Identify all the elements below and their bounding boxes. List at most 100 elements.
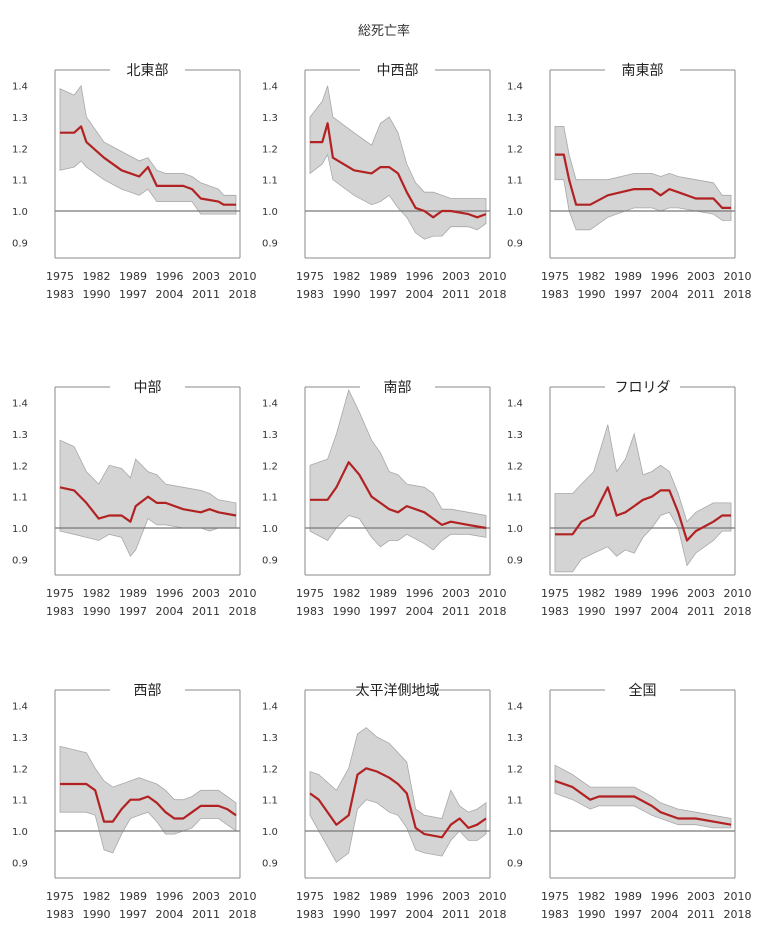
x-tick-label: 2011 bbox=[192, 908, 220, 921]
x-tick-label: 1975 bbox=[541, 587, 569, 600]
x-tick-label: 1983 bbox=[46, 288, 74, 301]
y-tick-label: 1.4 bbox=[262, 399, 278, 410]
x-tick-label: 1975 bbox=[541, 890, 569, 903]
panel-title: 西部 bbox=[134, 683, 162, 699]
y-tick-label: 1.3 bbox=[12, 733, 28, 744]
x-tick-label: 2011 bbox=[192, 288, 220, 301]
series-line bbox=[310, 461, 487, 530]
series-line bbox=[555, 486, 731, 542]
y-tick-label: 1.4 bbox=[12, 702, 28, 713]
panel-5: 南部 1.4 1.3 1.2 1.1 1.0 0.9 1975 1982 1989 1996 2003… bbox=[250, 365, 507, 635]
x-tick-label: 2018 bbox=[724, 908, 752, 921]
x-tick-label: 1989 bbox=[614, 587, 642, 600]
y-tick-label: 0.9 bbox=[507, 858, 523, 869]
panel-svg: 南東部 1.4 1.3 1.2 1.1 1.0 0.9 1975 1982 1989 1996 200… bbox=[507, 63, 752, 301]
panel-7: 西部 1.4 1.3 1.2 1.1 1.0 0.9 1975 1982 1989 1996 2003… bbox=[0, 668, 257, 938]
x-tick-label: 2003 bbox=[442, 890, 470, 903]
x-tick-label: 2003 bbox=[442, 270, 470, 283]
x-tick-label: 1996 bbox=[651, 890, 679, 903]
x-tick-label: 2011 bbox=[442, 288, 470, 301]
x-tick-label: 1996 bbox=[651, 587, 679, 600]
x-tick-label: 2010 bbox=[724, 587, 752, 600]
panel-title: 南東部 bbox=[622, 63, 664, 79]
y-tick-label: 1.4 bbox=[507, 82, 523, 93]
panel-2: 中西部 1.4 1.3 1.2 1.1 1.0 0.9 1975 1982 1989 1996 200… bbox=[250, 48, 507, 318]
x-tick-label: 2004 bbox=[651, 605, 679, 618]
x-tick-label: 2018 bbox=[229, 288, 257, 301]
y-tick-label: 1.4 bbox=[262, 82, 278, 93]
x-tick-label: 2010 bbox=[724, 270, 752, 283]
y-tick-label: 1.3 bbox=[507, 113, 523, 124]
confidence-band bbox=[554, 764, 732, 829]
panel-title: 太平洋側地域 bbox=[356, 683, 440, 699]
x-tick-label: 2018 bbox=[229, 605, 257, 618]
panel-3: 南東部 1.4 1.3 1.2 1.1 1.0 0.9 1975 1982 1989 1996 200… bbox=[495, 48, 752, 318]
x-tick-label: 1996 bbox=[156, 270, 184, 283]
x-tick-label: 1997 bbox=[614, 908, 642, 921]
series-line bbox=[60, 782, 237, 823]
x-tick-label: 1989 bbox=[369, 890, 397, 903]
series-line bbox=[309, 767, 487, 839]
y-tick-label: 1.2 bbox=[12, 461, 28, 472]
panel-svg: 西部 1.4 1.3 1.2 1.1 1.0 0.9 1975 1982 1989 1996 2003… bbox=[12, 683, 257, 921]
x-tick-label: 2018 bbox=[724, 605, 752, 618]
x-tick-label: 1989 bbox=[119, 587, 147, 600]
x-tick-label: 1982 bbox=[83, 587, 111, 600]
x-tick-label: 2011 bbox=[687, 288, 715, 301]
y-tick-label: 1.0 bbox=[12, 207, 28, 218]
panel-6: フロリダ 1.4 1.3 1.2 1.1 1.0 0.9 1975 1982 1989 1996 20… bbox=[495, 365, 752, 635]
series-line bbox=[60, 125, 236, 206]
x-tick-label: 2010 bbox=[724, 890, 752, 903]
y-tick-label: 1.4 bbox=[12, 82, 28, 93]
x-tick-label: 1996 bbox=[651, 270, 679, 283]
x-tick-label: 1975 bbox=[46, 270, 74, 283]
y-tick-label: 1.3 bbox=[507, 430, 523, 441]
x-tick-label: 1989 bbox=[119, 890, 147, 903]
y-tick-label: 1.0 bbox=[507, 524, 523, 535]
x-tick-label: 2004 bbox=[156, 605, 184, 618]
x-tick-label: 2003 bbox=[192, 890, 220, 903]
x-tick-label: 2003 bbox=[687, 587, 715, 600]
x-tick-label: 2010 bbox=[479, 270, 507, 283]
y-tick-label: 1.4 bbox=[507, 702, 523, 713]
y-tick-label: 1.1 bbox=[12, 493, 28, 504]
x-tick-label: 1975 bbox=[296, 587, 324, 600]
y-tick-label: 0.9 bbox=[262, 238, 278, 249]
confidence-band bbox=[59, 439, 237, 557]
x-tick-label: 1997 bbox=[614, 288, 642, 301]
x-tick-label: 1996 bbox=[406, 587, 434, 600]
y-tick-label: 1.1 bbox=[507, 796, 523, 807]
x-tick-label: 1982 bbox=[578, 587, 606, 600]
confidence-band bbox=[309, 727, 487, 863]
x-tick-label: 1983 bbox=[46, 605, 74, 618]
x-tick-label: 1975 bbox=[46, 890, 74, 903]
x-tick-label: 1982 bbox=[578, 890, 606, 903]
y-tick-label: 1.1 bbox=[507, 493, 523, 504]
x-tick-label: 1982 bbox=[333, 587, 361, 600]
x-tick-label: 2010 bbox=[479, 890, 507, 903]
y-tick-label: 1.3 bbox=[262, 113, 278, 124]
y-tick-label: 1.0 bbox=[262, 827, 278, 838]
y-tick-label: 1.2 bbox=[12, 764, 28, 775]
x-tick-label: 1975 bbox=[541, 270, 569, 283]
x-tick-label: 1989 bbox=[614, 270, 642, 283]
x-tick-label: 1997 bbox=[119, 288, 147, 301]
y-tick-label: 1.2 bbox=[12, 144, 28, 155]
x-tick-label: 1997 bbox=[119, 908, 147, 921]
x-tick-label: 2004 bbox=[406, 908, 434, 921]
x-tick-label: 2011 bbox=[687, 605, 715, 618]
confidence-band bbox=[59, 84, 237, 215]
x-tick-label: 1989 bbox=[614, 890, 642, 903]
x-tick-label: 2010 bbox=[229, 890, 257, 903]
panel-title: 全国 bbox=[629, 682, 657, 699]
y-tick-label: 1.0 bbox=[507, 207, 523, 218]
panel-svg: 中部 1.4 1.3 1.2 1.1 1.0 0.9 1975 1982 1989 1996 2003… bbox=[12, 380, 257, 618]
x-tick-label: 2003 bbox=[687, 890, 715, 903]
chart-main-title: 総死亡率 bbox=[357, 24, 410, 39]
x-tick-label: 1983 bbox=[541, 605, 569, 618]
y-tick-label: 1.1 bbox=[262, 796, 278, 807]
x-tick-label: 2004 bbox=[406, 605, 434, 618]
y-tick-label: 1.3 bbox=[262, 430, 278, 441]
x-tick-label: 2004 bbox=[406, 288, 434, 301]
series-line bbox=[310, 122, 487, 219]
